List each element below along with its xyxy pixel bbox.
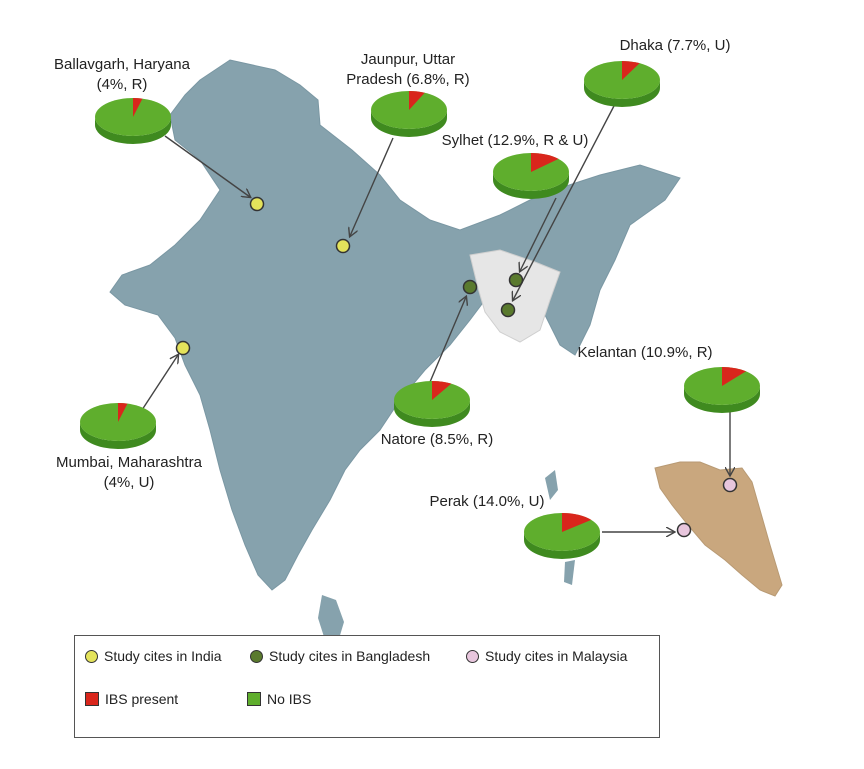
pie-side	[80, 422, 156, 449]
arrow-sylhet	[520, 197, 557, 271]
label-line: Kelantan (10.9%, R)	[577, 344, 713, 361]
pie-ballavgarh	[95, 98, 171, 144]
legend-item-bangladesh: Study cites in Bangladesh	[250, 648, 430, 664]
label-sylhet: Sylhet (12.9%, R & U)	[430, 131, 600, 151]
sri-lanka-landmass	[318, 595, 344, 642]
legend-label-ibs-present: IBS present	[105, 691, 179, 707]
site-marker-natore	[462, 279, 478, 295]
pie-slice-ibs-present	[133, 98, 143, 117]
bangladesh-marker-icon	[250, 649, 263, 663]
legend-label-malaysia: Study cites in Malaysia	[485, 648, 628, 664]
site-marker-perak	[676, 522, 692, 538]
legend-item-india: Study cites in India	[85, 648, 222, 664]
pie-charts	[80, 61, 760, 559]
site-arrows	[139, 103, 730, 532]
label-line: Natore (8.5%, R)	[380, 431, 494, 448]
no-ibs-swatch-icon	[247, 692, 261, 706]
label-line: Perak (14.0%, U)	[429, 493, 545, 510]
arrow-natore	[429, 297, 466, 383]
site-marker-kelantan	[722, 477, 738, 493]
label-dhaka: Dhaka (7.7%, U)	[595, 36, 755, 56]
pie-side	[394, 400, 470, 427]
india-landmass	[109, 59, 681, 591]
legend-item-ibs-present: IBS present	[85, 691, 178, 707]
pie-perak	[524, 513, 600, 559]
label-line: Ballavgarh, Haryana	[54, 56, 190, 73]
site-marker-ballavgarh	[249, 196, 265, 212]
sumatra-fragment	[545, 470, 558, 500]
pie-slice-ibs-present	[722, 367, 747, 386]
arrow-mumbai	[139, 355, 178, 414]
pie-slice-ibs-present	[562, 513, 592, 532]
pie-natore	[394, 381, 470, 427]
site-marker-dhaka	[500, 302, 516, 318]
arrow-dhaka	[513, 103, 616, 300]
legend-item-no-ibs: No IBS	[247, 691, 311, 707]
label-natore: Natore (8.5%, R)	[367, 430, 507, 450]
pie-side	[584, 80, 660, 107]
pie-side	[524, 532, 600, 559]
site-marker-jaunpur	[335, 238, 351, 254]
site-markers	[175, 196, 738, 538]
india-marker-icon	[85, 649, 98, 663]
arrow-jaunpur	[350, 137, 394, 236]
pie-dhaka	[584, 61, 660, 107]
label-perak: Perak (14.0%, U)	[412, 492, 562, 512]
malaysia-marker-icon	[466, 649, 479, 663]
pie-sylhet	[493, 153, 569, 199]
label-line: (4%, R)	[96, 76, 148, 93]
pie-slice-ibs-present	[409, 91, 425, 110]
label-kelantan: Kelantan (10.9%, R)	[565, 343, 725, 363]
label-line: Jaunpur, Uttar	[360, 51, 456, 68]
legend-label-bangladesh: Study cites in Bangladesh	[269, 648, 431, 664]
pie-slice-ibs-present	[531, 153, 559, 172]
label-line: Sylhet (12.9%, R & U)	[441, 132, 589, 149]
label-jaunpur: Jaunpur, Uttar Pradesh (6.8%, R)	[328, 50, 488, 90]
label-mumbai: Mumbai, Maharashtra (4%, U)	[44, 453, 214, 493]
label-line: (4%, U)	[103, 474, 155, 491]
pie-side	[371, 110, 447, 137]
island-fragment	[564, 560, 575, 585]
label-line: Dhaka (7.7%, U)	[619, 37, 731, 54]
pie-slice-ibs-present	[118, 403, 128, 422]
label-line: Mumbai, Maharashtra	[56, 454, 202, 471]
pie-slice-ibs-present	[432, 381, 452, 400]
label-line: Pradesh (6.8%, R)	[346, 71, 470, 88]
site-marker-sylhet	[508, 272, 524, 288]
pie-side	[95, 117, 171, 144]
pie-mumbai	[80, 403, 156, 449]
ibs-present-swatch-icon	[85, 692, 99, 706]
pie-side	[493, 172, 569, 199]
pie-slice-ibs-present	[622, 61, 640, 80]
legend-label-india: Study cites in India	[104, 648, 222, 664]
legend-label-no-ibs: No IBS	[267, 691, 312, 707]
label-ballavgarh: Ballavgarh, Haryana (4%, R)	[42, 55, 202, 95]
legend-item-malaysia: Study cites in Malaysia	[466, 648, 627, 664]
arrow-ballavgarh	[164, 135, 250, 197]
site-marker-mumbai	[175, 340, 191, 356]
malaysia-landmass	[654, 461, 783, 597]
pie-kelantan	[684, 367, 760, 413]
pie-side	[684, 386, 760, 413]
legend: Study cites in India Study cites in Bang…	[74, 635, 660, 738]
pie-jaunpur	[371, 91, 447, 137]
